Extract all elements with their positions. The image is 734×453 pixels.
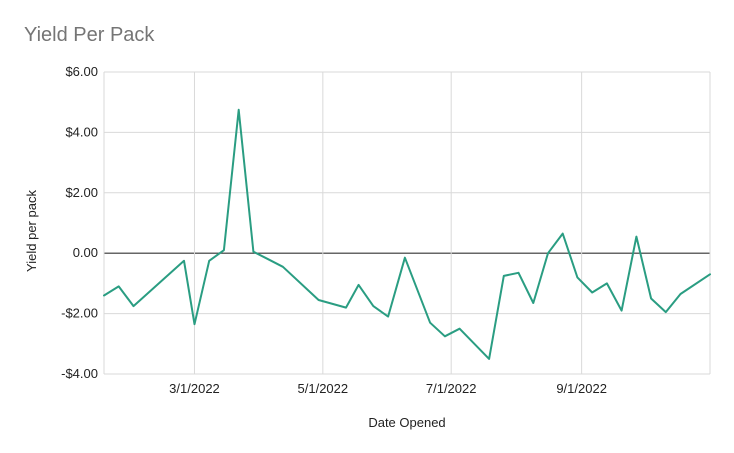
data-point	[387, 315, 389, 317]
y-tick-label: $6.00	[65, 64, 98, 79]
data-point	[345, 306, 347, 308]
x-axis-label: Date Opened	[368, 415, 445, 430]
data-point	[679, 293, 681, 295]
x-tick-label: 5/1/2022	[298, 381, 349, 396]
x-tick-label: 9/1/2022	[556, 381, 607, 396]
series-line	[103, 108, 711, 360]
data-point	[282, 266, 284, 268]
data-point	[547, 252, 549, 254]
data-point	[357, 284, 359, 286]
data-point	[372, 305, 374, 307]
data-point	[517, 272, 519, 274]
data-point	[458, 328, 460, 330]
y-tick-label: 0.00	[73, 245, 98, 260]
x-tick-label: 3/1/2022	[169, 381, 220, 396]
data-point	[118, 285, 120, 287]
data-point	[532, 302, 534, 304]
data-point	[488, 358, 490, 360]
data-point	[650, 297, 652, 299]
data-point	[620, 309, 622, 311]
data-point	[591, 291, 593, 293]
data-point	[208, 260, 210, 262]
data-point	[183, 260, 185, 262]
x-axis-ticks: 3/1/2022 5/1/2022 7/1/2022 9/1/2022	[169, 381, 607, 396]
data-point	[237, 109, 239, 111]
y-tick-label: $4.00	[65, 124, 98, 139]
data-point	[132, 305, 134, 307]
y-tick-label: -$2.00	[61, 306, 98, 321]
data-point	[665, 311, 667, 313]
x-tick-label: 7/1/2022	[426, 381, 477, 396]
series-layer	[103, 108, 711, 360]
y-axis-label: Yield per pack	[24, 190, 39, 272]
y-tick-label: $2.00	[65, 185, 98, 200]
data-point	[635, 235, 637, 237]
data-point	[709, 273, 711, 275]
data-point	[223, 249, 225, 251]
data-point	[317, 299, 319, 301]
chart-title: Yield Per Pack	[24, 24, 155, 46]
data-point	[606, 282, 608, 284]
data-point	[503, 275, 505, 277]
data-point	[562, 232, 564, 234]
data-point	[193, 323, 195, 325]
data-point	[404, 257, 406, 259]
data-point	[576, 276, 578, 278]
data-point	[429, 321, 431, 323]
data-point	[103, 294, 105, 296]
data-point	[267, 258, 269, 260]
y-axis-ticks: $6.00 $4.00 $2.00 0.00 -$2.00 -$4.00	[61, 64, 98, 381]
data-point	[252, 250, 254, 252]
data-point	[444, 335, 446, 337]
y-tick-label: -$4.00	[61, 366, 98, 381]
grid-lines	[103, 71, 711, 375]
